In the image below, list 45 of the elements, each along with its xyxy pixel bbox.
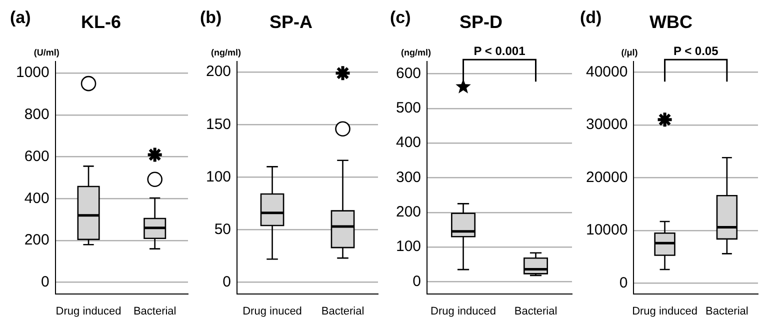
text: (b) (200, 8, 222, 28)
y-tick-label: 10000 (586, 222, 628, 239)
y-tick-label: 600 (24, 148, 50, 165)
y-tick-label: 100 (206, 168, 232, 186)
y-tick-label: 0 (619, 274, 628, 292)
y-tick-label: 400 (24, 190, 50, 207)
x-tick-label: Bacterial (133, 305, 176, 318)
y-tick-label: 600 (396, 64, 422, 82)
y-tick-label: 200 (206, 63, 232, 80)
y-tick-label: 50 (214, 220, 232, 238)
text: P < 0.05 (673, 44, 719, 58)
y-tick-label: 500 (396, 100, 422, 117)
x-tick-label: Drug induced (56, 305, 122, 318)
y-tick-label: 0 (222, 273, 232, 290)
x-tick-label: Drug inuced (242, 305, 302, 318)
y-axis-title: (ng/ml) (401, 48, 432, 58)
x-tick-label: Drug induced (430, 305, 496, 318)
y-tick-label: 30000 (586, 116, 628, 134)
x-tick-label: Bacterial (706, 305, 748, 318)
y-tick-label: 200 (24, 232, 50, 249)
text: (d) (580, 8, 602, 28)
y-tick-label: 400 (396, 134, 422, 152)
y-tick-label: 150 (206, 116, 232, 133)
y-axis-title: (/μl) (621, 48, 638, 58)
text: (a) (10, 8, 31, 28)
chart-title: KL-6 (81, 12, 121, 32)
text: P < 0.001 (474, 44, 526, 58)
y-tick-label: 800 (24, 106, 50, 124)
text: (c) (390, 8, 411, 28)
y-axis-title: (ng/ml) (211, 48, 242, 58)
y-tick-label: 0 (412, 272, 422, 290)
y-tick-label: 100 (396, 238, 422, 256)
y-tick-label: 40000 (586, 63, 628, 80)
chart-title: SP-D (459, 12, 503, 32)
y-tick-label: 20000 (586, 168, 628, 186)
y-axis-title: (U/ml) (34, 48, 60, 58)
x-tick-label: Bacterial (514, 305, 558, 318)
y-tick-label: 200 (396, 203, 422, 220)
x-tick-label: Drug induced (632, 305, 698, 318)
x-tick-label: Bacterial (321, 305, 364, 318)
y-tick-label: 0 (41, 273, 50, 290)
y-tick-label: 1000 (16, 64, 50, 82)
chart-title: SP-A (269, 12, 313, 32)
chart-title: WBC (650, 12, 692, 32)
y-tick-label: 300 (396, 168, 422, 186)
